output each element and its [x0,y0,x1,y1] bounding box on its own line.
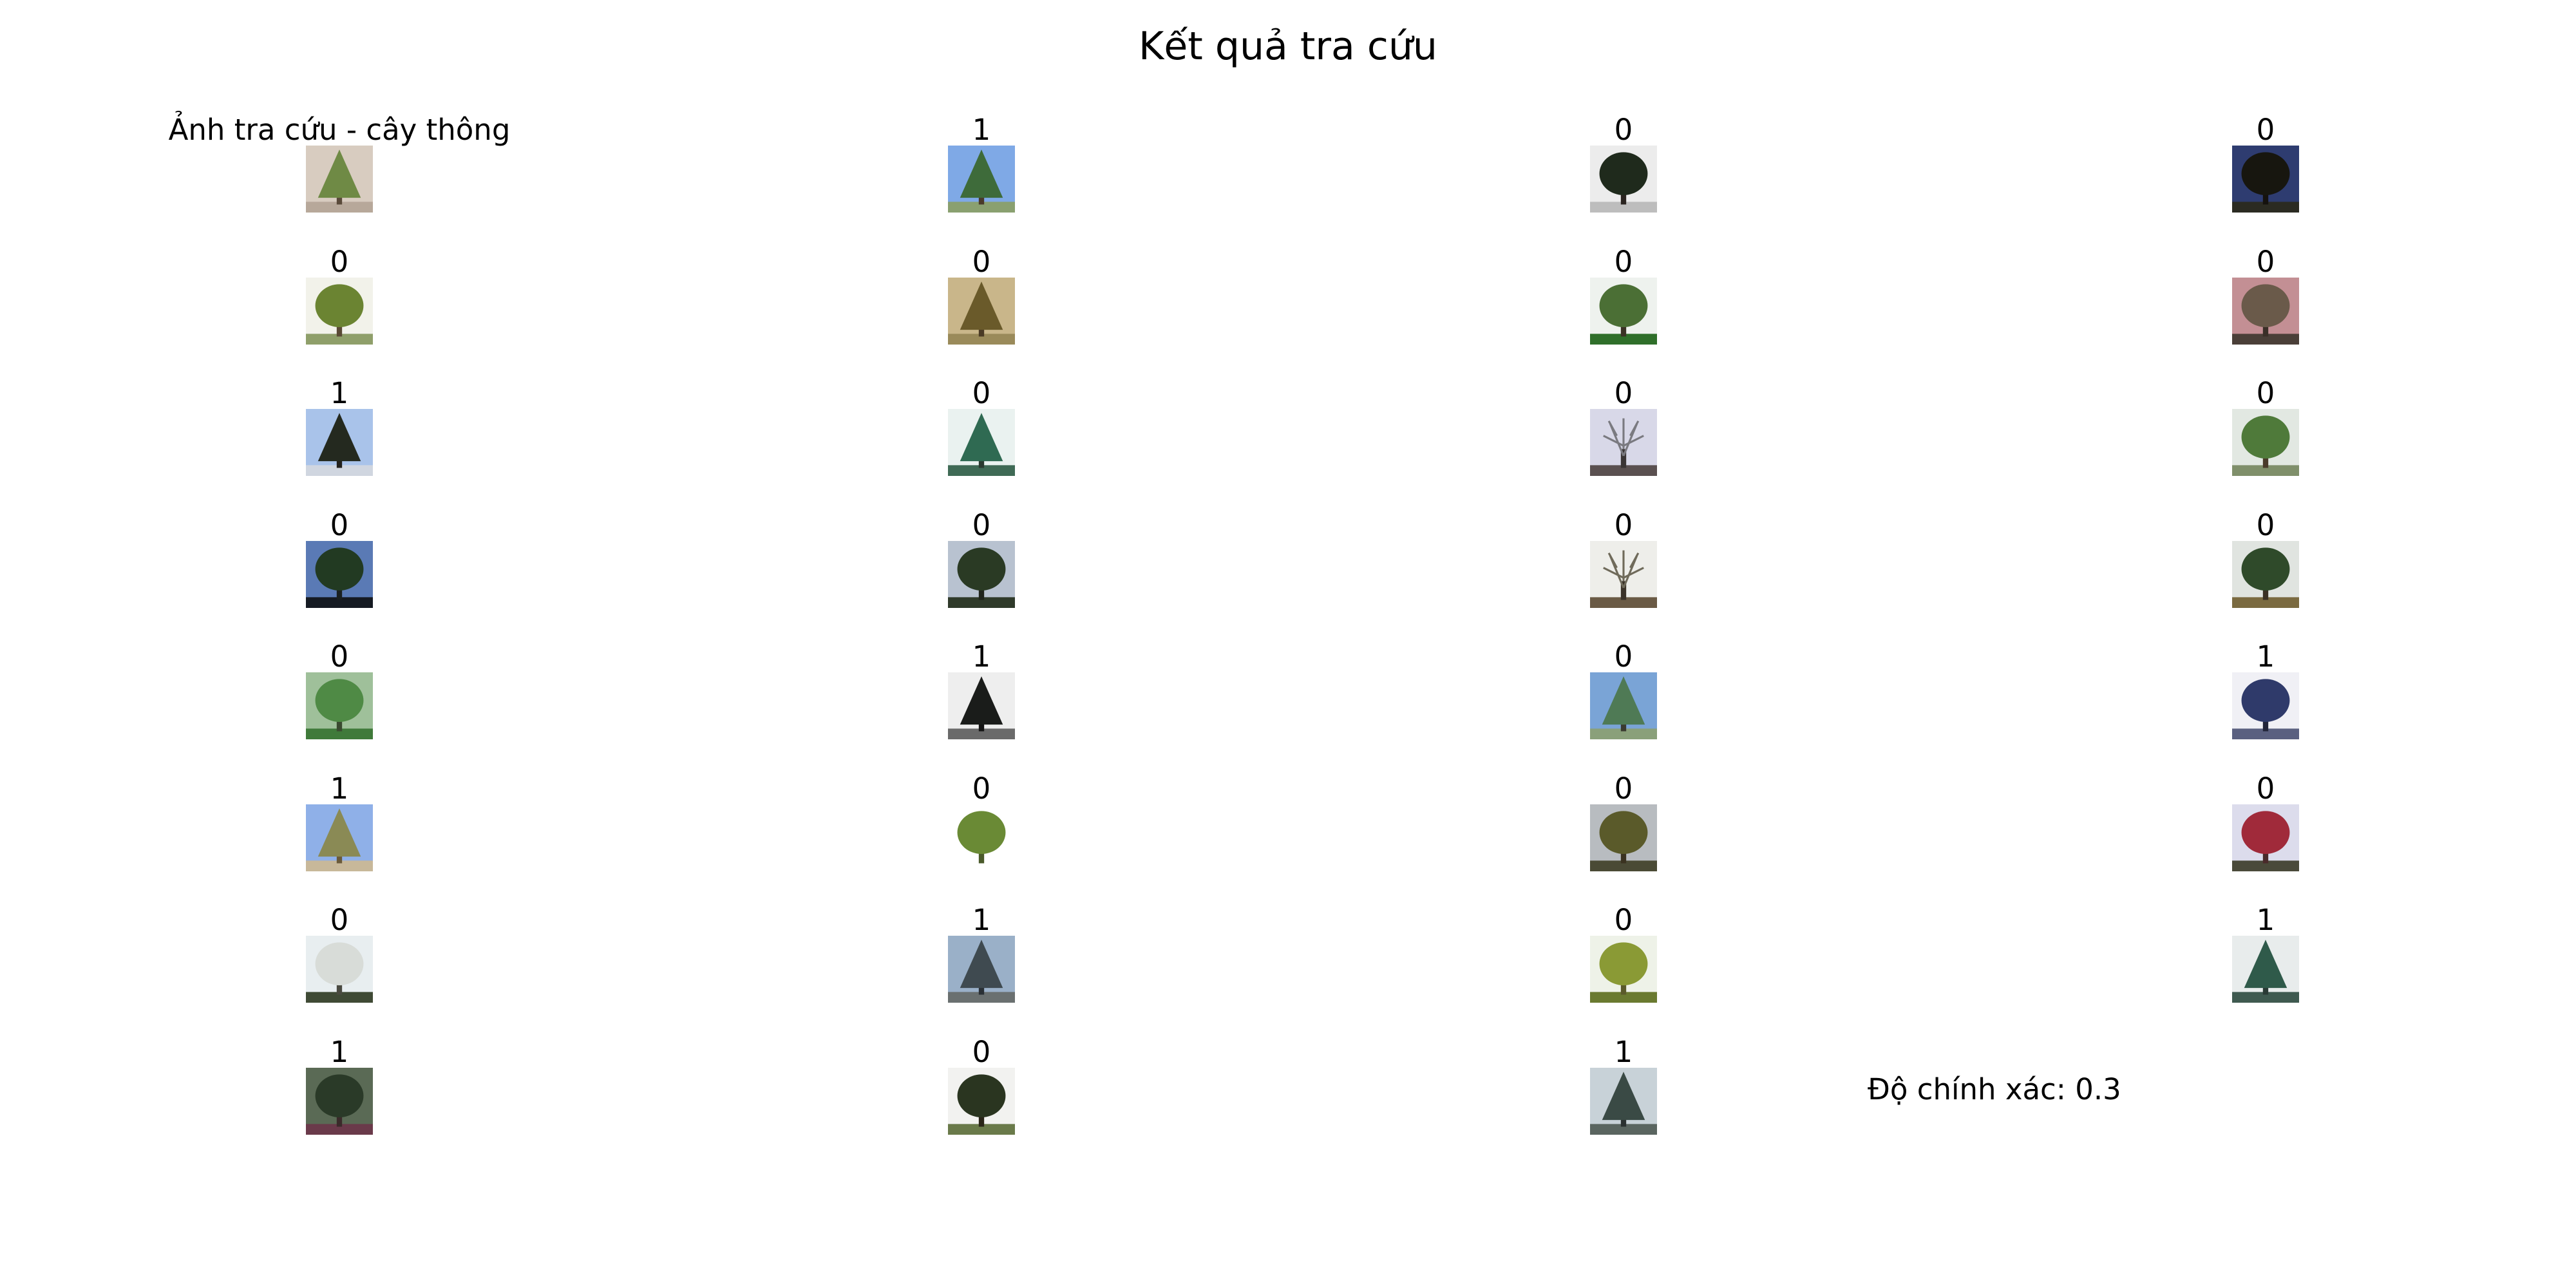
result-cell: 0 [2072,245,2459,348]
result-cell-label: 0 [1614,113,1633,147]
result-cell: 1 [146,377,533,480]
result-cell-label: 0 [2256,507,2275,542]
result-tree-image [2232,146,2299,213]
result-tree-image [948,540,1015,608]
result-cell-label: 1 [2256,639,2275,674]
result-cell-label: 0 [2256,113,2275,147]
result-cell-label: 1 [972,639,991,674]
result-cell-label: 0 [1614,244,1633,279]
result-tree-image [1590,804,1657,871]
result-cell-label: 0 [972,507,991,542]
result-cell: 1 [146,1034,533,1139]
result-tree-image [948,1067,1015,1135]
result-tree-image [1590,409,1657,476]
result-tree-image [2232,540,2299,608]
result-cell: 0 [788,507,1175,612]
result-cell-label: 0 [972,1034,991,1069]
result-cell: 1 [1430,1034,1817,1139]
result-cell-label: 0 [1614,376,1633,410]
result-tree-image [306,540,373,608]
result-cell-label: 0 [330,244,349,279]
result-tree-image [2232,672,2299,739]
result-cell: 0 [2072,507,2459,612]
result-cell-label: 0 [2256,376,2275,410]
result-cell: 0 [1430,377,1817,480]
result-tree-image [948,936,1015,1003]
result-cell: 0 [788,245,1175,348]
result-cell-label: 0 [1614,639,1633,674]
result-cell-label: 0 [972,771,991,806]
accuracy-text: Độ chính xác: 0.3 [1868,1072,2121,1106]
result-cell-label: 0 [1614,507,1633,542]
result-cell-label: 0 [972,376,991,410]
result-tree-image [2232,936,2299,1003]
result-tree-image [948,277,1015,345]
result-cell: 1 [2072,904,2459,1007]
result-cell-label: 1 [330,376,349,410]
result-tree-image [948,672,1015,739]
result-cell-label: 1 [2256,903,2275,937]
result-cell-label: 0 [2256,244,2275,279]
query-cell-label: Ảnh tra cứu - cây thông [168,113,511,147]
result-cell-label: 0 [2256,771,2275,806]
result-cell: 0 [146,507,533,612]
result-cell: 0 [1430,507,1817,612]
page-title: Kết quả tra cứu [1139,24,1437,69]
result-tree-image [306,936,373,1003]
result-cell: 1 [788,113,1175,216]
result-cell-label: 1 [330,1034,349,1069]
result-cell-label: 1 [330,771,349,806]
result-cell-label: 0 [1614,903,1633,937]
result-tree-image [948,804,1015,871]
result-cell: 0 [2072,113,2459,216]
result-cell: 1 [788,640,1175,743]
result-cell-label: 1 [1614,1034,1633,1069]
query-cell: Ảnh tra cứu - cây thông [146,113,533,216]
result-tree-image [2232,804,2299,871]
result-tree-image [1590,672,1657,739]
result-cell: 0 [788,772,1175,875]
result-cell: 1 [788,904,1175,1007]
result-tree-image [306,1067,373,1135]
result-tree-image [2232,409,2299,476]
result-cell: 0 [2072,772,2459,875]
result-tree-image [2232,277,2299,345]
result-cell: 0 [1430,904,1817,1007]
result-cell: 0 [1430,245,1817,348]
result-cell-label: 0 [330,639,349,674]
result-cell: 0 [146,640,533,743]
result-cell: 0 [1430,113,1817,216]
result-tree-image [306,277,373,345]
result-tree-image [948,409,1015,476]
query-tree-image [306,146,373,213]
result-cell: 0 [146,245,533,348]
result-cell: 0 [1430,640,1817,743]
result-tree-image [306,672,373,739]
result-tree-image [948,146,1015,213]
result-cell: 0 [788,377,1175,480]
result-cell-label: 0 [972,244,991,279]
result-cell: 1 [146,772,533,875]
result-cell-label: 0 [1614,771,1633,806]
result-tree-image [1590,1067,1657,1135]
result-tree-image [1590,146,1657,213]
result-tree-image [1590,277,1657,345]
result-tree-image [306,804,373,871]
result-cell: 1 [2072,640,2459,743]
result-tree-image [306,409,373,476]
result-cell: 0 [788,1034,1175,1139]
result-cell: 0 [2072,377,2459,480]
result-cell: 0 [1430,772,1817,875]
result-tree-image [1590,540,1657,608]
result-cell-label: 1 [972,113,991,147]
result-tree-image [1590,936,1657,1003]
result-cell: 0 [146,904,533,1007]
result-cell-label: 1 [972,903,991,937]
result-cell-label: 0 [330,507,349,542]
result-cell-label: 0 [330,903,349,937]
